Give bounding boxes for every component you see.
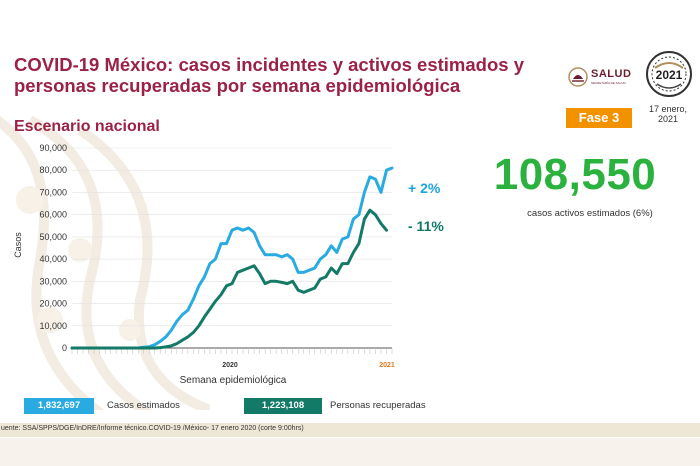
phase-badge: Fase 3 xyxy=(566,108,632,128)
bottom-band xyxy=(0,438,700,466)
page-subtitle: Escenario nacional xyxy=(14,118,160,135)
active-cases-value: 108,550 xyxy=(493,150,657,199)
estimated-total-badge: 1,832,697 xyxy=(24,398,94,414)
estimated-legend-label: Casos estimados xyxy=(107,400,180,411)
recovered-legend-label: Personas recuperadas xyxy=(330,400,426,411)
salud-emblem-icon xyxy=(568,67,588,87)
salud-logo-subtext: SECRETARÍA DE SALUD xyxy=(591,81,626,85)
page-title: COVID-19 México: casos incidentes y acti… xyxy=(14,54,524,96)
seal-year: 2021 xyxy=(656,68,683,82)
recovered-total-badge: 1,223,108 xyxy=(244,398,322,414)
y-tick-label: 60,000 xyxy=(39,210,67,220)
y-tick-label: 10,000 xyxy=(39,321,67,331)
y-tick-label: 0 xyxy=(62,343,67,353)
y-tick-label: 90,000 xyxy=(39,143,67,153)
x-axis-label: Semana epidemiológica xyxy=(180,375,287,386)
series-line-personas-recuperadas xyxy=(70,208,388,350)
decorative-background-motif xyxy=(0,115,210,410)
cases-line-chart: 0 10,000 20,000 30,000 40,000 50,000 60,000 70,… xyxy=(13,143,395,386)
recovered-change-label: - 11% xyxy=(408,218,444,234)
y-tick-label: 70,000 xyxy=(39,187,67,197)
estimated-change-label: + 2% xyxy=(408,180,441,196)
year-label-2020: 2020 xyxy=(222,362,238,369)
y-tick-label: 50,000 xyxy=(39,232,67,242)
source-note: uente: SSA/SPPS/DGE/InDRE/Informe técnic… xyxy=(1,425,304,432)
y-tick-label: 80,000 xyxy=(39,165,67,175)
series-line-casos-estimados xyxy=(70,166,394,350)
series-layer xyxy=(70,166,394,350)
y-tick-label: 40,000 xyxy=(39,254,67,264)
active-cases-caption: casos activos estimados (6%) xyxy=(527,208,653,219)
bicentennial-seal: 2021 xyxy=(646,51,692,97)
salud-logo-text: SALUD xyxy=(591,68,632,80)
y-axis-label: Casos xyxy=(13,232,23,258)
y-tick-label: 20,000 xyxy=(39,299,67,309)
year-label-2021: 2021 xyxy=(379,362,395,369)
y-tick-label: 30,000 xyxy=(39,276,67,286)
salud-logo: SALUD SECRETARÍA DE SALUD xyxy=(567,66,637,88)
source-bar xyxy=(0,423,700,437)
report-date: 17 enero, 2021 xyxy=(648,104,688,124)
